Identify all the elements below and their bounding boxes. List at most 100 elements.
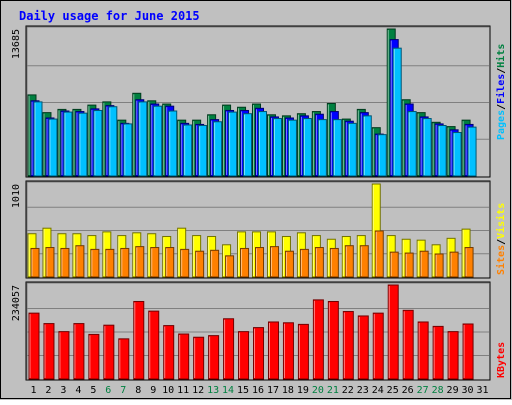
bar-pages-day-10 [168, 110, 178, 177]
x-tick-label-3: 3 [60, 385, 66, 396]
bar-pages-day-24 [377, 134, 387, 177]
bar-sites-day-24 [374, 230, 384, 278]
bar-kbytes-day-27 [417, 321, 429, 380]
bar-sites-day-10 [165, 247, 175, 278]
chart-panels: 13685 1010 234057 [11, 25, 491, 381]
bar-kbytes-day-12 [193, 336, 205, 380]
legend-item-files: Files [495, 74, 507, 104]
legend-separator: / [496, 68, 507, 74]
bar-pages-day-14 [228, 111, 238, 177]
bar-sites-day-3 [60, 247, 70, 278]
bar-sites-day-8 [135, 246, 145, 278]
bar-kbytes-day-7 [118, 338, 130, 380]
bar-pages-day-4 [78, 112, 88, 177]
bar-pages-day-2 [48, 118, 58, 177]
x-tick-label-19: 19 [297, 385, 309, 396]
x-tick-label-30: 30 [462, 385, 474, 396]
bar-pages-day-6 [108, 106, 118, 177]
bar-sites-day-9 [150, 247, 160, 278]
bar-sites-day-16 [255, 247, 265, 278]
x-tick-label-6: 6 [105, 385, 111, 396]
panel-visitors: 1010 [11, 180, 491, 279]
bar-sites-day-22 [344, 245, 354, 278]
legend-visitors: Sites/Visits [495, 203, 507, 275]
x-tick-label-18: 18 [282, 385, 294, 396]
legend-separator: / [496, 104, 507, 110]
x-tick-label-27: 27 [417, 385, 429, 396]
x-tick-label-17: 17 [267, 385, 279, 396]
bar-kbytes-day-28 [432, 325, 444, 380]
bar-sites-day-18 [284, 250, 294, 278]
bar-sites-day-7 [120, 247, 130, 278]
bar-pages-day-27 [422, 118, 432, 177]
bar-sites-day-17 [269, 246, 279, 278]
bar-sites-day-29 [449, 251, 459, 278]
bar-pages-day-22 [347, 122, 357, 177]
bar-sites-day-30 [464, 247, 474, 278]
bar-pages-day-1 [33, 101, 43, 177]
bar-kbytes-day-23 [357, 315, 369, 380]
bar-sites-day-11 [180, 248, 190, 278]
x-tick-label-24: 24 [372, 385, 384, 396]
chart-title: Daily usage for June 2015 [19, 9, 200, 23]
bar-sites-day-26 [404, 252, 414, 278]
bar-sites-day-21 [329, 247, 339, 278]
bar-kbytes-day-15 [238, 331, 250, 380]
bar-pages-day-20 [317, 119, 327, 177]
bar-pages-day-3 [63, 111, 73, 177]
bar-kbytes-day-10 [163, 325, 175, 380]
bar-kbytes-day-17 [267, 321, 279, 380]
x-tick-label-29: 29 [447, 385, 459, 396]
bar-kbytes-day-29 [447, 331, 459, 380]
panel-volume: 234057 [11, 281, 491, 381]
bar-kbytes-day-5 [88, 333, 100, 380]
legend-item-pages: Pages [496, 110, 507, 140]
bar-pages-day-19 [302, 118, 312, 177]
bar-kbytes-day-6 [103, 324, 115, 380]
legend-separator: / [496, 239, 507, 245]
legend-item-visits: Visits [495, 203, 507, 239]
bar-pages-day-21 [332, 119, 342, 177]
x-tick-label-1: 1 [30, 385, 36, 396]
panel-requests: 13685 [11, 25, 491, 178]
bar-sites-day-19 [299, 248, 309, 278]
x-tick-label-21: 21 [327, 385, 339, 396]
max-label-volume: 234057 [11, 285, 22, 321]
x-tick-label-22: 22 [342, 385, 354, 396]
bar-sites-day-27 [419, 250, 429, 278]
bar-kbytes-day-14 [223, 318, 235, 380]
bar-kbytes-day-26 [402, 309, 414, 380]
bar-kbytes-day-20 [312, 299, 324, 380]
bar-sites-day-13 [210, 249, 220, 278]
max-label-requests: 13685 [11, 29, 22, 59]
bar-pages-day-30 [467, 126, 477, 177]
bar-pages-day-23 [362, 115, 372, 177]
bar-sites-day-12 [195, 250, 205, 278]
x-tick-label-31: 31 [476, 385, 488, 396]
bar-sites-day-15 [240, 247, 250, 278]
bar-kbytes-day-11 [178, 333, 190, 380]
bar-sites-day-23 [359, 245, 369, 278]
x-tick-label-13: 13 [207, 385, 219, 396]
x-tick-label-28: 28 [432, 385, 444, 396]
legend-volume: KBytes [496, 342, 507, 378]
x-tick-label-4: 4 [75, 385, 81, 396]
bar-sites-day-2 [45, 247, 55, 278]
bar-sites-day-6 [105, 248, 115, 278]
x-tick-label-20: 20 [312, 385, 324, 396]
bar-sites-day-25 [389, 251, 399, 278]
bar-pages-day-28 [437, 125, 447, 177]
max-label-visitors: 1010 [11, 184, 22, 208]
bar-pages-day-26 [407, 111, 417, 177]
bar-sites-day-14 [225, 255, 235, 278]
bar-pages-day-16 [258, 111, 268, 177]
bar-pages-day-5 [93, 109, 103, 177]
bar-pages-day-13 [213, 121, 223, 177]
bar-kbytes-day-16 [253, 327, 265, 380]
bar-pages-day-7 [123, 123, 133, 177]
bar-sites-day-20 [314, 247, 324, 278]
x-tick-label-15: 15 [237, 385, 249, 396]
legend-item-sites: Sites [495, 245, 507, 275]
